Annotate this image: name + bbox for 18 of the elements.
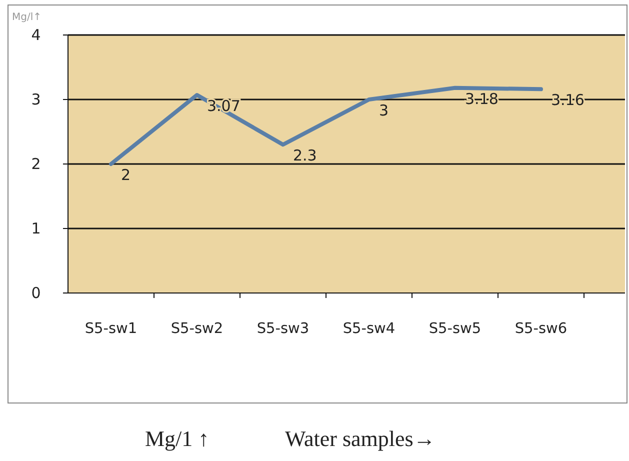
y-tick-label: 2 <box>31 155 41 173</box>
data-label: 2.3 <box>293 146 317 165</box>
line-series <box>109 86 543 166</box>
x-axis-title: Water samples→ <box>285 426 436 451</box>
y-tick-label: 0 <box>31 284 41 302</box>
data-label: 2 <box>121 166 131 184</box>
x-tick-label: S5-sw6 <box>514 321 568 337</box>
y-axis-title: Mg/l↑ <box>12 12 42 23</box>
y-tick-label: 1 <box>31 220 41 238</box>
data-label: 3 <box>379 102 389 120</box>
x-tick-label: S5-sw3 <box>256 321 310 337</box>
x-tick-label: S5-sw4 <box>342 321 396 337</box>
y-tick-label: 4 <box>31 26 41 44</box>
y-tick-label: 3 <box>31 90 41 108</box>
x-tick-label: S5-sw2 <box>170 321 224 337</box>
x-tick-label: S5-sw1 <box>84 321 138 337</box>
text: Mg/1 ↑ <box>145 426 210 451</box>
x-tick-label: S5-sw5 <box>428 321 482 337</box>
